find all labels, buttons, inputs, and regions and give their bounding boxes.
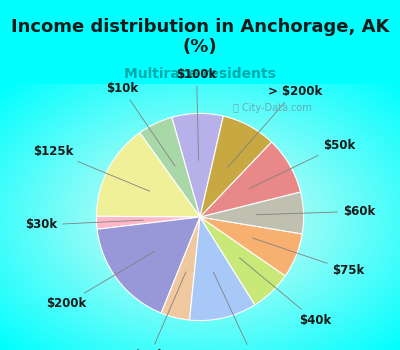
- Text: $40k: $40k: [239, 258, 331, 327]
- Wedge shape: [96, 133, 200, 217]
- Wedge shape: [172, 113, 223, 217]
- Text: > $200k: > $200k: [227, 85, 322, 168]
- Wedge shape: [200, 217, 285, 305]
- Wedge shape: [140, 117, 200, 217]
- Wedge shape: [200, 142, 300, 217]
- Wedge shape: [200, 192, 304, 234]
- Text: $200k: $200k: [46, 251, 155, 310]
- Text: $60k: $60k: [257, 205, 375, 218]
- Text: ⓘ City-Data.com: ⓘ City-Data.com: [233, 103, 312, 113]
- Text: $150k: $150k: [213, 272, 273, 350]
- Text: $10k: $10k: [106, 82, 175, 166]
- Text: $100k: $100k: [176, 68, 217, 160]
- Wedge shape: [161, 217, 200, 320]
- Wedge shape: [96, 216, 200, 229]
- Wedge shape: [200, 217, 302, 276]
- Wedge shape: [97, 217, 200, 313]
- Wedge shape: [190, 217, 255, 321]
- Text: Income distribution in Anchorage, AK
(%): Income distribution in Anchorage, AK (%): [11, 18, 389, 56]
- Text: $20k: $20k: [134, 272, 186, 350]
- Text: $125k: $125k: [33, 145, 150, 191]
- Text: $75k: $75k: [252, 238, 365, 277]
- Text: $30k: $30k: [25, 218, 144, 231]
- Wedge shape: [200, 116, 272, 217]
- Text: Multirace residents: Multirace residents: [124, 66, 276, 80]
- Text: $50k: $50k: [249, 139, 356, 189]
